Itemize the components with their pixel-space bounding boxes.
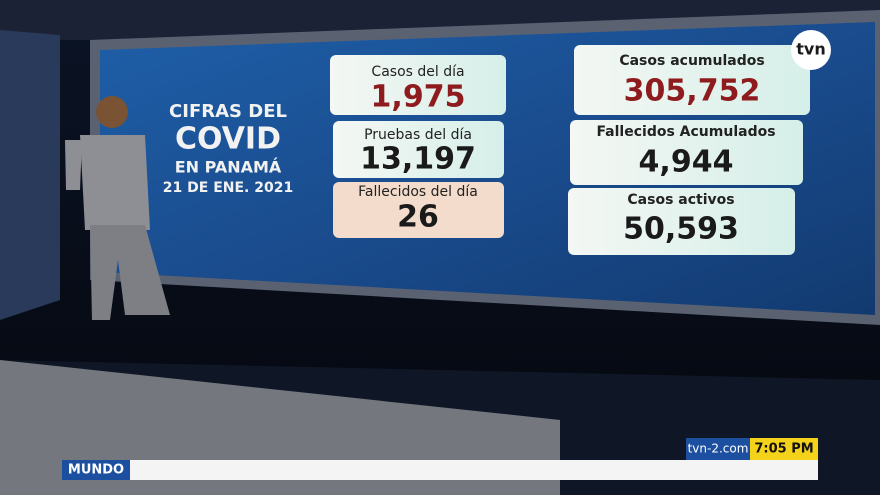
- card-label: Pruebas del día: [364, 127, 472, 143]
- headline-line: EN PANAMÁ: [175, 158, 282, 177]
- logo-badge: [791, 30, 831, 70]
- card: [330, 55, 506, 115]
- card: [570, 120, 803, 185]
- card-label: Casos activos: [627, 192, 734, 208]
- daily-cards: Casos del día 1,975 Pruebas del día 13,1…: [330, 55, 506, 238]
- card-value: 1,975: [371, 80, 466, 115]
- time: 7:05 PM: [754, 442, 813, 457]
- headline: CIFRAS DEL COVID EN PANAMÁ 21 DE ENE. 20…: [163, 101, 293, 196]
- site-box: [686, 438, 750, 460]
- section: MUNDO: [68, 463, 124, 478]
- card: [333, 182, 504, 238]
- cumulative-cards: Casos acumulados 305,752 Fallecidos Acum…: [568, 45, 810, 255]
- card-value: 305,752: [624, 74, 761, 109]
- headline-line: CIFRAS DEL: [169, 101, 287, 122]
- section-box: [62, 460, 130, 480]
- headline-line: COVID: [175, 122, 281, 157]
- card-label: Fallecidos Acumulados: [596, 124, 775, 140]
- ticker-bar: [62, 460, 818, 480]
- time-box: [750, 438, 818, 460]
- card: [574, 45, 810, 115]
- card-value: 26: [397, 200, 439, 235]
- card-value: 50,593: [623, 212, 739, 247]
- card: [333, 121, 504, 178]
- headline-line: 21 DE ENE. 2021: [163, 180, 293, 196]
- site: tvn-2.com: [688, 442, 749, 456]
- card-value: 4,944: [639, 145, 734, 180]
- card: [568, 188, 795, 255]
- presenter: [65, 96, 170, 320]
- card-label: Fallecidos del día: [358, 184, 478, 200]
- logo: tvn: [796, 40, 825, 59]
- ticker: tvn-2.com 7:05 PM MUNDO: [62, 438, 818, 480]
- card-value: 13,197: [360, 142, 476, 177]
- card-label: Casos del día: [371, 64, 464, 80]
- side-wall: [0, 30, 60, 320]
- card-label: Casos acumulados: [619, 53, 764, 69]
